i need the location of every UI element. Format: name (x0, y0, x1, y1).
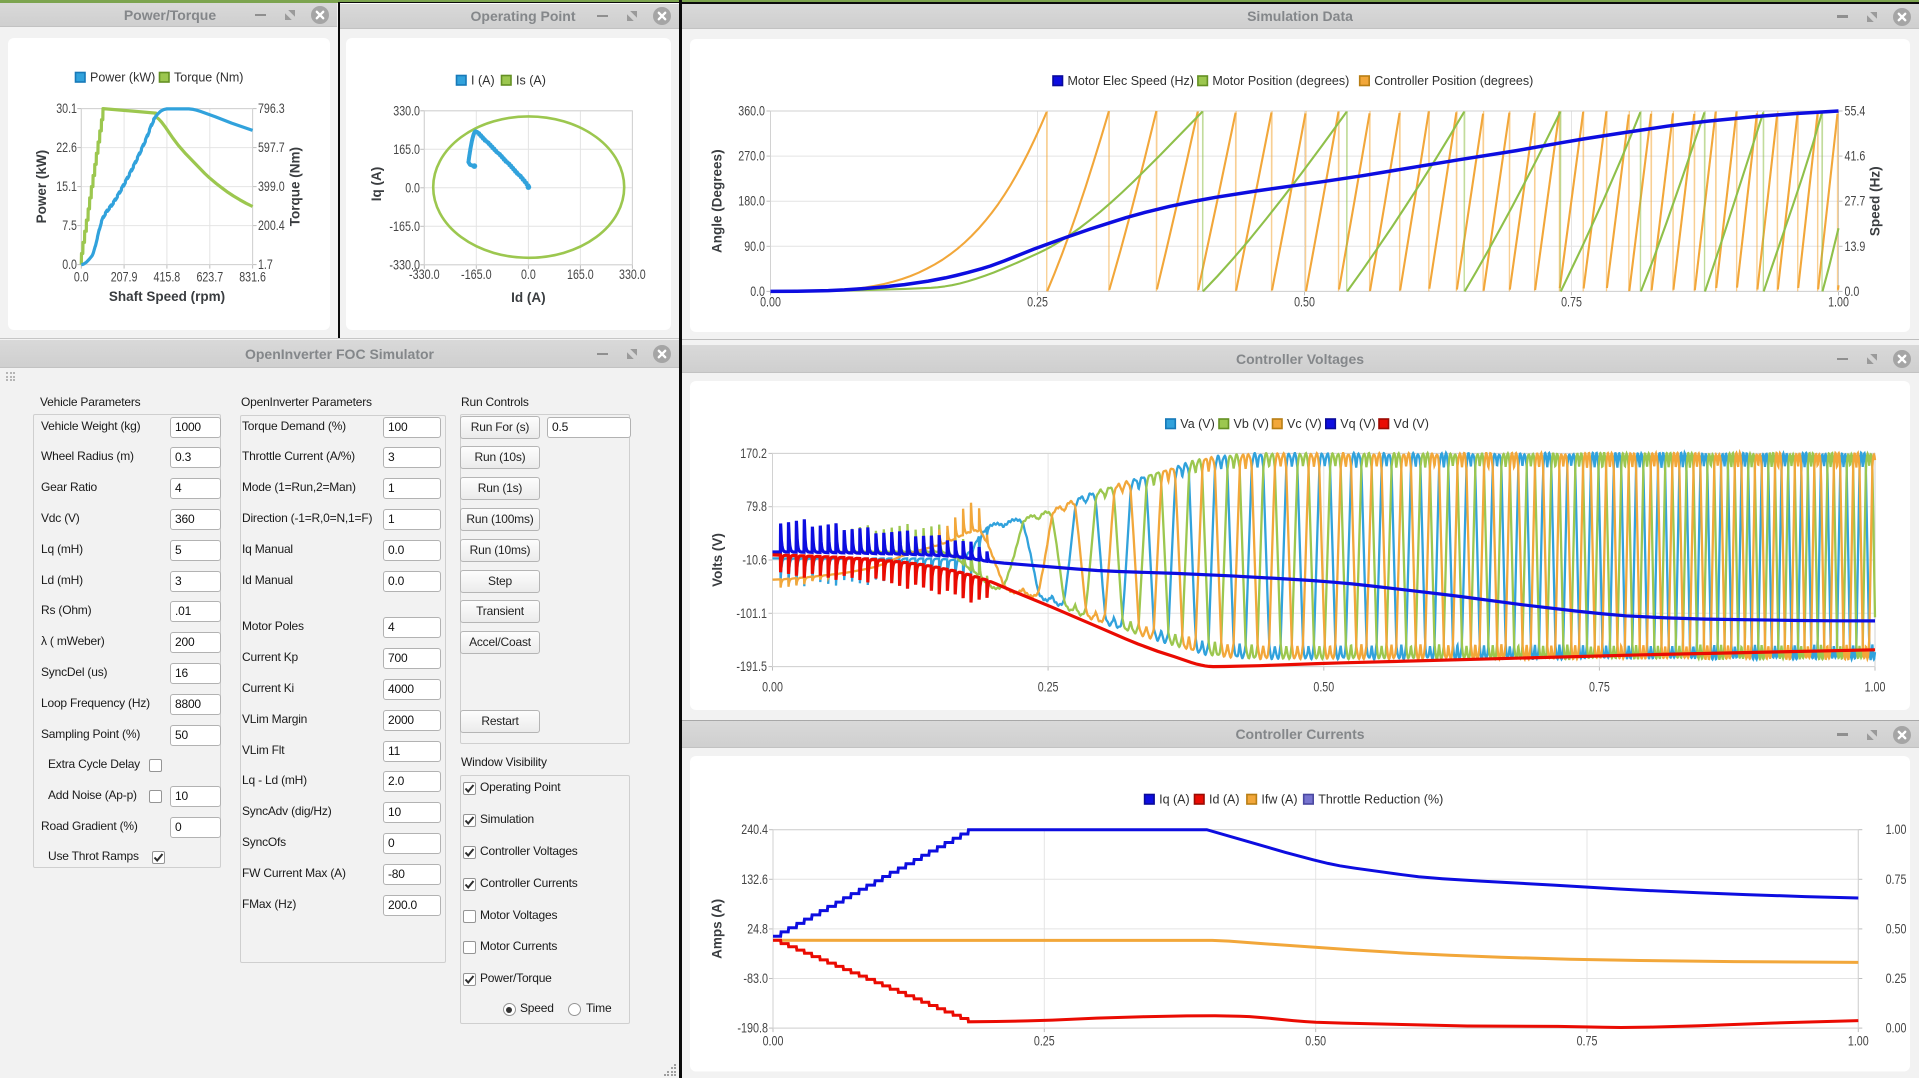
svg-text:Id (A): Id (A) (511, 290, 546, 305)
svg-text:-10.6: -10.6 (742, 553, 767, 568)
svg-text:Controller Position (degrees): Controller Position (degrees) (1374, 74, 1533, 88)
svg-text:0.75: 0.75 (1577, 1034, 1598, 1049)
svg-text:Motor Elec Speed (Hz): Motor Elec Speed (Hz) (1068, 74, 1194, 88)
svg-text:132.6: 132.6 (741, 872, 768, 887)
svg-text:831.6: 831.6 (239, 270, 266, 285)
svg-text:Torque (Nm): Torque (Nm) (174, 71, 243, 85)
svg-text:79.8: 79.8 (746, 499, 767, 514)
svg-text:207.9: 207.9 (111, 270, 138, 285)
svg-text:597.7: 597.7 (258, 140, 285, 155)
svg-text:0.00: 0.00 (760, 295, 781, 310)
svg-text:Power (kW): Power (kW) (34, 150, 49, 224)
svg-text:0.50: 0.50 (1305, 1034, 1326, 1049)
svg-text:90.0: 90.0 (744, 239, 765, 254)
svg-text:623.7: 623.7 (196, 270, 223, 285)
svg-text:30.1: 30.1 (56, 101, 77, 116)
svg-text:0.75: 0.75 (1561, 295, 1582, 310)
svg-text:Torque (Nm): Torque (Nm) (288, 147, 303, 226)
svg-text:0.50: 0.50 (1294, 295, 1315, 310)
svg-text:0.25: 0.25 (1027, 295, 1048, 310)
svg-text:360.0: 360.0 (738, 104, 765, 119)
svg-text:-190.8: -190.8 (737, 1021, 768, 1036)
svg-text:0.0: 0.0 (521, 267, 536, 282)
svg-text:I (A): I (A) (471, 74, 495, 88)
svg-text:Id (A): Id (A) (1209, 793, 1240, 807)
svg-text:399.0: 399.0 (258, 179, 285, 194)
svg-text:796.3: 796.3 (258, 101, 285, 116)
svg-text:Ifw (A): Ifw (A) (1261, 793, 1297, 807)
svg-text:55.4: 55.4 (1845, 104, 1866, 119)
svg-text:165.0: 165.0 (393, 142, 420, 157)
svg-text:0.0: 0.0 (74, 270, 89, 285)
svg-text:1.7: 1.7 (258, 257, 273, 272)
svg-text:415.8: 415.8 (154, 270, 181, 285)
svg-text:-165.0: -165.0 (461, 267, 492, 282)
svg-text:Is (A): Is (A) (516, 74, 546, 88)
svg-text:0.0: 0.0 (750, 284, 765, 299)
svg-text:1.00: 1.00 (1886, 822, 1907, 837)
svg-text:Iq (A): Iq (A) (1159, 793, 1190, 807)
svg-text:0.75: 0.75 (1886, 872, 1907, 887)
svg-text:-330.0: -330.0 (389, 257, 420, 272)
svg-text:0.0: 0.0 (1845, 284, 1860, 299)
svg-text:1.00: 1.00 (1828, 295, 1849, 310)
svg-text:-101.1: -101.1 (736, 606, 767, 621)
svg-text:Shaft Speed (rpm): Shaft Speed (rpm) (109, 289, 225, 304)
svg-text:0.25: 0.25 (1034, 1034, 1055, 1049)
svg-text:270.0: 270.0 (738, 149, 765, 164)
svg-text:Volts (V): Volts (V) (710, 533, 725, 587)
svg-text:Iq (A): Iq (A) (369, 167, 384, 202)
svg-text:0.50: 0.50 (1886, 921, 1907, 936)
svg-text:165.0: 165.0 (567, 267, 594, 282)
svg-text:0.25: 0.25 (1886, 971, 1907, 986)
svg-text:Speed (Hz): Speed (Hz) (1868, 166, 1883, 236)
svg-text:0.50: 0.50 (1313, 680, 1334, 695)
svg-text:330.0: 330.0 (619, 267, 646, 282)
svg-text:0.00: 0.00 (762, 680, 783, 695)
svg-text:Vc (V): Vc (V) (1287, 417, 1322, 431)
svg-text:-191.5: -191.5 (736, 659, 767, 674)
svg-text:1.00: 1.00 (1865, 680, 1886, 695)
svg-text:24.8: 24.8 (747, 921, 768, 936)
svg-text:Motor Position (degrees): Motor Position (degrees) (1212, 74, 1349, 88)
svg-text:Amps (A): Amps (A) (710, 899, 725, 959)
svg-text:15.1: 15.1 (56, 179, 77, 194)
svg-text:22.6: 22.6 (56, 140, 77, 155)
svg-text:200.4: 200.4 (258, 218, 285, 233)
svg-text:-330.0: -330.0 (409, 267, 440, 282)
svg-text:0.0: 0.0 (62, 257, 77, 272)
svg-text:Vd (V): Vd (V) (1394, 417, 1429, 431)
svg-text:-165.0: -165.0 (389, 219, 420, 234)
svg-text:Vq (V): Vq (V) (1340, 417, 1375, 431)
svg-text:Vb (V): Vb (V) (1234, 417, 1269, 431)
svg-text:13.9: 13.9 (1845, 239, 1866, 254)
svg-text:Power (kW): Power (kW) (90, 71, 155, 85)
svg-text:0.00: 0.00 (1886, 1021, 1907, 1036)
svg-text:-83.0: -83.0 (743, 971, 768, 986)
svg-text:41.6: 41.6 (1845, 149, 1866, 164)
svg-text:Va (V): Va (V) (1180, 417, 1215, 431)
svg-text:0.25: 0.25 (1038, 680, 1059, 695)
svg-text:27.7: 27.7 (1845, 194, 1866, 209)
svg-text:180.0: 180.0 (738, 194, 765, 209)
svg-text:0.0: 0.0 (405, 180, 420, 195)
svg-text:240.4: 240.4 (741, 822, 768, 837)
svg-text:Throttle Reduction (%): Throttle Reduction (%) (1318, 793, 1443, 807)
svg-text:Angle (Degrees): Angle (Degrees) (710, 149, 725, 253)
svg-text:0.00: 0.00 (763, 1034, 784, 1049)
svg-text:170.2: 170.2 (740, 446, 767, 461)
svg-text:0.75: 0.75 (1589, 680, 1610, 695)
svg-text:330.0: 330.0 (393, 103, 420, 118)
svg-text:1.00: 1.00 (1848, 1034, 1869, 1049)
svg-text:7.5: 7.5 (62, 218, 77, 233)
